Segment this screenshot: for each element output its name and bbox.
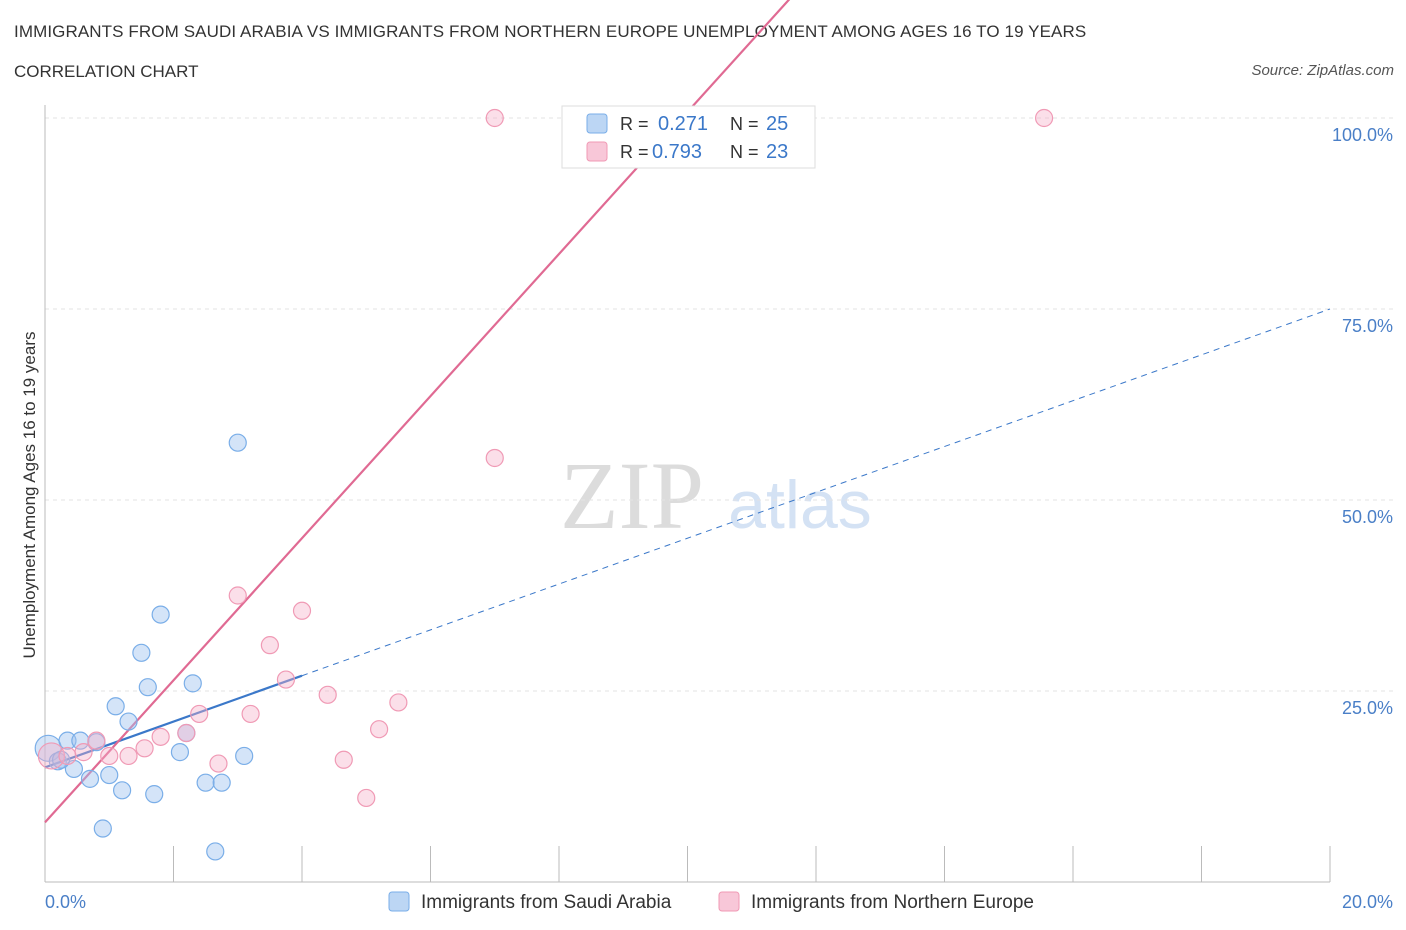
point-series-1-4 (100, 746, 119, 766)
point-series-1-9 (190, 704, 209, 724)
trend-solid-series-0 (44, 674, 303, 769)
legend-n-label-saudi: N = (730, 114, 759, 134)
point-series-0-23 (235, 746, 254, 766)
y-tick-label-50: 50.0% (1342, 507, 1393, 527)
bottom-legend-swatch-northern-europe (718, 891, 740, 912)
point-series-0-19 (196, 773, 215, 792)
point-series-1-23 (1034, 108, 1054, 128)
point-series-0-8 (100, 765, 119, 785)
point-series-1-14 (276, 670, 296, 689)
point-series-1-8 (177, 723, 196, 743)
legend-r-value-northern-europe: 0.793 (652, 141, 702, 163)
trend-solid-series-1 (44, 0, 791, 824)
legend-swatch-saudi (586, 113, 608, 134)
point-series-1-7 (151, 727, 170, 746)
point-series-0-18 (183, 674, 202, 693)
point-series-0-9 (106, 697, 125, 716)
y-tick-label-100: 100.0% (1332, 125, 1393, 145)
point-series-0-12 (132, 643, 151, 662)
point-series-1-10 (209, 754, 228, 773)
point-series-1-0 (37, 742, 66, 770)
point-series-0-13 (138, 678, 157, 697)
chart-subtitle: CORRELATION CHART (14, 62, 199, 81)
data-points (34, 108, 1054, 861)
legend-n-label-northern-europe: N = (730, 142, 759, 162)
stats-legend: R = 0.271 N = 25 R = 0.793 N = 23 (561, 105, 816, 169)
point-series-1-18 (357, 788, 376, 808)
point-series-0-2 (58, 731, 77, 750)
point-series-1-22 (485, 108, 504, 128)
watermark: ZIP atlas (560, 442, 872, 549)
point-series-0-5 (80, 769, 100, 788)
watermark-atlas: atlas (728, 467, 872, 543)
point-series-0-21 (212, 773, 231, 792)
axes (44, 105, 1331, 883)
point-series-1-13 (260, 636, 279, 655)
y-tick-label-25: 25.0% (1342, 698, 1393, 718)
point-series-1-11 (228, 586, 247, 605)
y-tick-labels: 25.0% 50.0% 75.0% 100.0% (1332, 125, 1393, 718)
point-series-1-2 (74, 743, 93, 762)
point-series-1-19 (370, 720, 389, 739)
point-series-1-16 (318, 685, 337, 704)
point-series-0-7 (93, 819, 112, 838)
point-series-1-3 (87, 731, 106, 750)
x-tick-label-min: 0.0% (45, 892, 86, 912)
series-legend: Immigrants from Saudi Arabia Immigrants … (388, 891, 1034, 913)
point-series-1-17 (334, 750, 353, 769)
trend-dashed-series-0 (301, 308, 1331, 677)
legend-swatch-northern-europe (586, 141, 608, 162)
bottom-legend-label-saudi: Immigrants from Saudi Arabia (421, 892, 672, 913)
chart-title: IMMIGRANTS FROM SAUDI ARABIA VS IMMIGRAN… (14, 22, 1087, 41)
source-label: Source: ZipAtlas.com (1251, 62, 1394, 79)
point-series-1-15 (292, 601, 312, 620)
point-series-1-6 (135, 739, 154, 758)
point-series-0-4 (71, 731, 90, 750)
point-series-0-16 (170, 743, 190, 762)
legend-n-value-saudi: 25 (766, 113, 788, 135)
point-series-1-1 (58, 746, 77, 766)
point-series-0-11 (119, 712, 138, 731)
point-series-0-10 (112, 781, 132, 800)
trend-lines (44, 0, 1331, 824)
bottom-legend-label-northern-europe: Immigrants from Northern Europe (751, 892, 1034, 913)
point-series-0-20 (206, 842, 225, 861)
watermark-zip: ZIP (560, 442, 704, 549)
point-series-1-5 (119, 746, 138, 766)
point-series-1-20 (389, 693, 408, 712)
legend-r-label-saudi: R = (620, 114, 649, 134)
y-tick-label-75: 75.0% (1342, 316, 1393, 336)
point-series-0-15 (151, 605, 170, 624)
bottom-legend-swatch-saudi (388, 891, 410, 912)
point-series-1-12 (241, 704, 260, 724)
legend-r-value-saudi: 0.271 (658, 113, 708, 135)
legend-n-value-northern-europe: 23 (766, 141, 788, 163)
point-series-0-14 (145, 785, 164, 804)
x-tick-label-max: 20.0% (1342, 892, 1393, 912)
legend-r-label-northern-europe: R = (620, 142, 649, 162)
point-series-0-22 (228, 433, 247, 452)
y-axis-label: Unemployment Among Ages 16 to 19 years (20, 332, 39, 659)
grid (45, 117, 1393, 692)
point-series-1-21 (485, 448, 504, 468)
